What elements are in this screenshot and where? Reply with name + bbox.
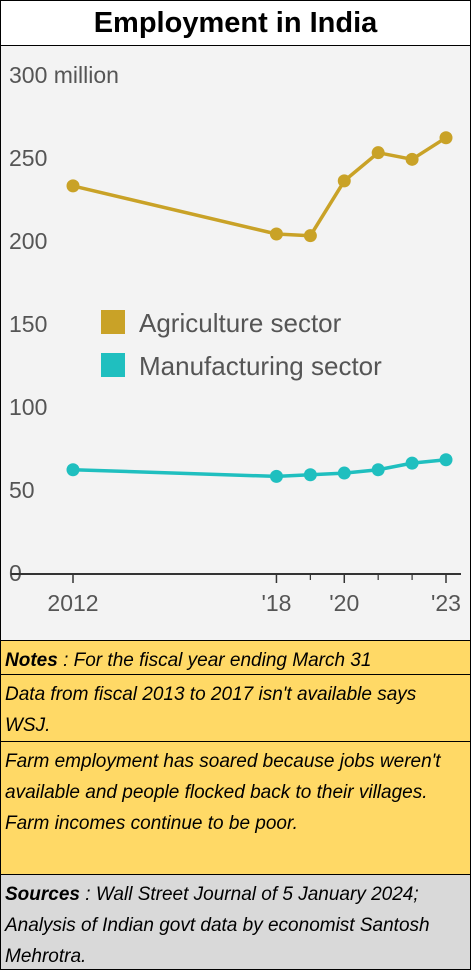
data-point-agriculture — [303, 229, 317, 243]
x-tick-label: 2012 — [47, 590, 98, 616]
data-point-manufacturing — [337, 466, 351, 480]
notes-line3: Farm employment has soared because jobs … — [5, 751, 441, 834]
legend-label-manufacturing: Manufacturing sector — [139, 351, 382, 381]
data-point-manufacturing — [66, 463, 80, 477]
notes-box: Notes : For the fiscal year ending March… — [1, 640, 470, 674]
data-point-agriculture — [66, 179, 80, 193]
chart-title: Employment in India — [1, 1, 470, 46]
data-point-manufacturing — [371, 463, 385, 477]
y-tick-label: 200 — [9, 228, 47, 254]
notes-box-2: Data from fiscal 2013 to 2017 isn't avai… — [1, 674, 470, 741]
data-point-agriculture — [439, 131, 453, 145]
y-tick-label: 150 — [9, 311, 47, 337]
sources-text: : Wall Street Journal of 5 January 2024;… — [5, 884, 430, 967]
notes-label: Notes — [5, 650, 58, 671]
data-point-manufacturing — [439, 453, 453, 467]
data-point-agriculture — [405, 152, 419, 166]
legend-swatch-manufacturing — [101, 353, 125, 377]
series-line-agriculture — [72, 136, 447, 238]
series-line-manufacturing — [72, 458, 447, 479]
data-point-agriculture — [371, 146, 385, 160]
data-point-manufacturing — [269, 469, 283, 483]
data-point-agriculture — [269, 227, 283, 241]
data-point-manufacturing — [405, 456, 419, 470]
notes-line2: Data from fiscal 2013 to 2017 isn't avai… — [5, 684, 417, 736]
x-tick-label: '20 — [329, 590, 359, 616]
sources-box: Sources : Wall Street Journal of 5 Janua… — [1, 874, 470, 969]
notes-box-3: Farm employment has soared because jobs … — [1, 741, 470, 874]
y-tick-label: 100 — [9, 394, 47, 420]
y-tick-label: 300 million — [9, 62, 119, 88]
x-tick-label: '18 — [261, 590, 291, 616]
y-tick-label: 250 — [9, 145, 47, 171]
legend-label-agriculture: Agriculture sector — [139, 308, 342, 338]
sources-label: Sources — [5, 884, 80, 905]
chart-area: 050100150200250300 million2012'18'20'23A… — [1, 46, 470, 640]
notes-line1: : For the fiscal year ending March 31 — [57, 650, 372, 671]
y-tick-label: 50 — [9, 477, 35, 503]
data-point-manufacturing — [303, 468, 317, 482]
legend-swatch-agriculture — [101, 310, 125, 334]
x-tick-label: '23 — [431, 590, 461, 616]
chart-svg: 050100150200250300 million2012'18'20'23A… — [9, 62, 461, 616]
data-point-agriculture — [337, 174, 351, 188]
